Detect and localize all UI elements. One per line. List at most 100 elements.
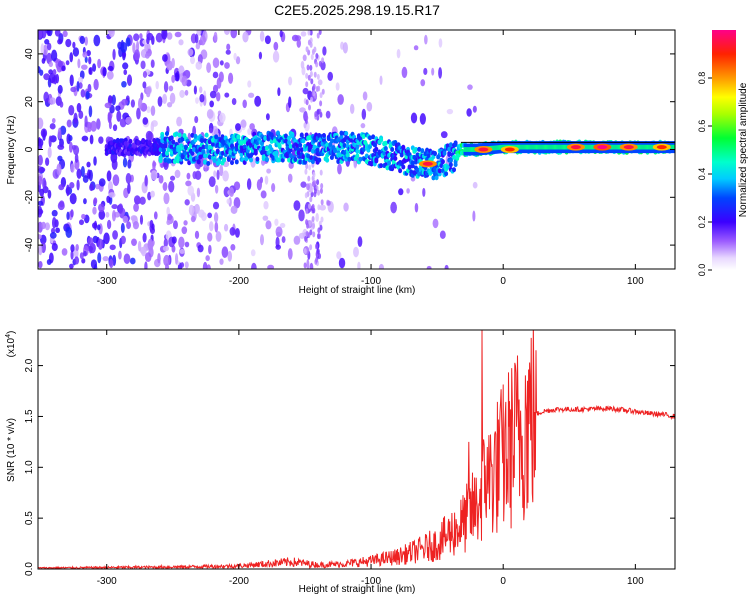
spectrogram-cell [77, 58, 81, 69]
spectrogram-cell [472, 147, 474, 152]
spectrogram-cell [219, 60, 224, 66]
spectrogram-peak-core [570, 145, 581, 150]
spectrogram-cell [145, 86, 152, 94]
spectrogram-cell [248, 92, 255, 98]
spectrogram-cell [207, 154, 212, 160]
spectrogram-cell [132, 42, 136, 54]
spectrogram-cell [38, 142, 43, 151]
spectrogram-cell [163, 81, 169, 93]
spectrogram-cell [558, 144, 561, 150]
spectrogram-cell [265, 220, 272, 230]
spectrogram-cell [313, 46, 317, 53]
spectrogram-cell [161, 148, 166, 154]
spectrogram-cell [176, 158, 181, 164]
spectrogram-cell [65, 226, 73, 238]
spectrogram-cell [184, 241, 190, 248]
spectrogram-cell [240, 119, 247, 128]
spectrogram-cell [528, 144, 530, 150]
spectrogram-cell [123, 137, 128, 143]
spectrogram-cell [178, 39, 184, 46]
snr-frame [37, 329, 676, 570]
spectrogram-cell [118, 250, 122, 260]
spectrogram-cell [69, 74, 74, 87]
spectrogram-cell [55, 227, 60, 234]
spectrogram-cell [290, 133, 295, 139]
spectrogram-cell [57, 84, 63, 94]
spectrogram-cell [349, 103, 355, 114]
spectrogram-cell [259, 31, 265, 42]
spectrogram-cell [132, 221, 139, 230]
spectrogram-cell [206, 160, 211, 166]
spectrogram-cell [230, 30, 238, 39]
snr-x-tick-label: -200 [229, 576, 249, 587]
spectrogram-cell [337, 163, 342, 175]
spectrogram-cell [293, 156, 298, 162]
spectrogram-cell [153, 211, 158, 220]
spectrogram-cell [230, 160, 235, 166]
spectrogram-cell [166, 60, 173, 71]
spectrogram-cell [390, 201, 397, 214]
spectrogram-cell [312, 144, 317, 150]
spectrogram-cell [179, 248, 185, 255]
spectrogram-cell [78, 76, 84, 84]
spectrogram-cell [107, 112, 112, 124]
spectrogram-cell [648, 144, 651, 150]
spectrogram-cell [613, 144, 616, 150]
spectrogram-cell [127, 183, 131, 195]
spectrogram-cell [519, 144, 522, 150]
spectrogram-cell [518, 144, 521, 150]
spectrogram-cell [311, 203, 315, 210]
spectrogram-cell [326, 200, 331, 206]
spectrogram-cell [126, 151, 131, 157]
spectrogram-cell [128, 138, 133, 144]
spectrogram-cell [396, 48, 401, 59]
spectrogram-cell [344, 131, 349, 137]
spectrogram-cell [258, 51, 263, 60]
spectrogram-cell [180, 262, 185, 268]
spectrogram-cell [305, 219, 309, 226]
spectrogram-cell [317, 157, 322, 163]
spectrogram-y-tick-label: -40 [24, 237, 35, 252]
spectrogram-cell [219, 112, 226, 123]
spectrogram-cell [168, 85, 174, 92]
spectrogram-cell [43, 73, 50, 81]
spectrogram-cell [38, 208, 44, 215]
spectrogram-cell [176, 116, 183, 127]
spectrogram-cell [145, 130, 153, 141]
spectrogram-cell [98, 203, 105, 213]
spectrogram-cell [532, 144, 534, 150]
spectrogram-cell [227, 250, 233, 262]
spectrogram-cell [76, 102, 82, 113]
spectrogram-cell [299, 132, 304, 138]
spectrogram-cell [96, 118, 101, 130]
snr-x-axis-label: Height of straight line (km) [299, 584, 416, 595]
spectrogram-cell [275, 226, 283, 238]
spectrogram-cell [187, 185, 195, 196]
spectrogram-cell [87, 83, 92, 93]
spectrogram-cell [163, 157, 168, 163]
spectrogram-cell [345, 152, 350, 158]
spectrogram-x-tick-label: -100 [361, 276, 381, 287]
spectrogram-cell [298, 159, 303, 165]
spectrogram-cell [162, 54, 168, 62]
spectrogram-cell [69, 193, 77, 205]
spectrogram-cell [192, 171, 197, 180]
spectrogram-cell [70, 163, 75, 173]
spectrogram-cell [446, 108, 454, 115]
spectrogram-cell [311, 216, 315, 223]
spectrogram-cell [448, 162, 453, 168]
spectrogram-cell [302, 87, 309, 95]
spectrogram-cell [521, 144, 524, 150]
spectrogram-cell [303, 122, 307, 129]
spectrogram-cell [84, 36, 88, 46]
spectrogram-cell [125, 172, 132, 184]
spectrogram-cell [194, 203, 200, 214]
spectrogram-cell [174, 131, 179, 137]
spectrogram-cell [671, 144, 674, 150]
spectrogram-cell [194, 33, 199, 44]
spectrogram-cell [560, 144, 563, 150]
spectrogram-cell [79, 252, 84, 260]
spectrogram-cell [298, 232, 306, 239]
spectrogram-cell [355, 148, 360, 154]
